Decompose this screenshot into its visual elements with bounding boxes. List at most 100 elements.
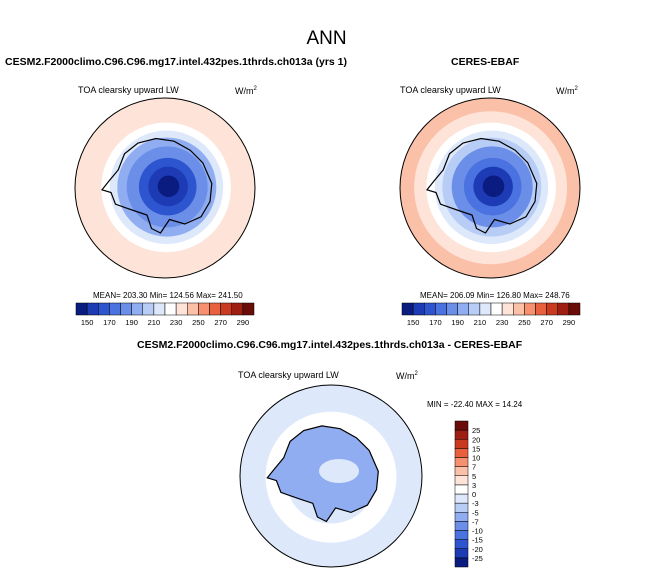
panel2-variable: TOA clearsky upward LW	[400, 85, 501, 95]
colorbar-tick-label: 270	[214, 318, 227, 327]
colorbar-tick-label: 230	[496, 318, 509, 327]
colorbar-box-6	[454, 502, 469, 513]
panel2-map	[400, 98, 580, 278]
colorbar-box-7	[454, 493, 469, 504]
panel3-variable: TOA clearsky upward LW	[238, 370, 339, 380]
colorbar-box-8	[490, 302, 503, 316]
colorbar-box-5	[454, 512, 469, 522]
colorbar-tick-label: 290	[563, 318, 576, 327]
panel1-title: CESM2.F2000climo.C96.C96.mg17.intel.432p…	[5, 56, 347, 68]
colorbar-box-14	[557, 302, 570, 316]
colorbar-tick-label: 0	[472, 490, 476, 499]
continent-field-light	[319, 459, 359, 483]
panel2-stats: MEAN= 206.09 Min= 126.80 Max= 248.76	[420, 291, 570, 300]
colorbar-tick-label: 170	[103, 318, 116, 327]
colorbar-tick-label: -7	[472, 517, 479, 526]
colorbar-tick-label: 230	[170, 318, 183, 327]
colorbar-box-15	[242, 302, 255, 316]
colorbar-box-13	[546, 302, 558, 316]
colorbar-tick-label: 170	[429, 318, 442, 327]
panel1-stats: MEAN= 203.30 Min= 124.56 Max= 241.50	[93, 291, 243, 300]
colorbar-box-9	[175, 302, 188, 316]
panel2-colorbar: 150 170 190 210 230 250 270 290	[401, 302, 581, 327]
panel1-units: W/m2	[235, 86, 257, 96]
colorbar-box-12	[209, 302, 221, 316]
panel2-map-border	[399, 97, 581, 279]
panel2-units: W/m2	[556, 86, 578, 96]
colorbar-tick-label: 3	[472, 481, 476, 490]
colorbar-box-14	[231, 302, 244, 316]
colorbar-box-10	[187, 302, 199, 316]
colorbar-tick-label: 210	[148, 318, 161, 327]
colorbar-tick-label: 150	[81, 318, 94, 327]
colorbar-box-15	[568, 302, 581, 316]
colorbar-box-1	[86, 302, 99, 316]
colorbar-tick-label: 10	[472, 454, 480, 463]
colorbar-box-5	[131, 302, 143, 316]
antarctica-coastline	[100, 137, 213, 234]
colorbar-tick-label: -25	[472, 554, 483, 563]
panel3-map-border	[239, 384, 423, 568]
colorbar-box-2	[454, 539, 469, 549]
colorbar-tick-label: 150	[407, 318, 420, 327]
colorbar-box-9	[454, 475, 469, 486]
colorbar-box-9	[501, 302, 514, 316]
colorbar-box-13	[220, 302, 232, 316]
colorbar-tick-label: 250	[518, 318, 531, 327]
panel1-map	[75, 98, 255, 278]
colorbar-box-12	[454, 448, 469, 458]
colorbar-tick-label: -3	[472, 499, 479, 508]
colorbar-box-2	[424, 302, 436, 316]
colorbar-box-8	[454, 484, 469, 495]
colorbar-box-14	[454, 429, 469, 440]
colorbar-tick-label: 190	[451, 318, 464, 327]
panel1-variable: TOA clearsky upward LW	[78, 85, 179, 95]
colorbar-box-11	[524, 302, 536, 316]
season-title: ANN	[306, 28, 347, 49]
colorbar-box-10	[454, 466, 469, 476]
colorbar-box-2	[98, 302, 110, 316]
panel1-colorbar: 150 170 190 210 230 250 270 290	[75, 302, 255, 327]
colorbar-tick-label: 270	[540, 318, 553, 327]
colorbar-tick-label: 210	[474, 318, 487, 327]
colorbar-box-0	[75, 302, 88, 316]
colorbar-tick-label: 7	[472, 463, 476, 472]
colorbar-box-8	[164, 302, 177, 316]
colorbar-tick-label: 20	[472, 435, 480, 444]
colorbar-tick-label: 250	[192, 318, 205, 327]
colorbar-tick-label: -10	[472, 527, 483, 536]
panel1-map-border	[74, 97, 256, 279]
colorbar-tick-label: -20	[472, 545, 483, 554]
colorbar-tick-label: 15	[472, 444, 480, 453]
colorbar-box-11	[198, 302, 210, 316]
colorbar-box-4	[120, 302, 132, 316]
antarctica-coastline	[425, 137, 538, 234]
field-band-8	[157, 175, 180, 198]
antarctica-coastline	[266, 425, 379, 523]
colorbar-box-6	[142, 302, 155, 316]
panel3-stats: MIN = -22.40 MAX = 14.24	[427, 400, 523, 409]
field-band-8	[482, 175, 505, 198]
colorbar-box-7	[153, 302, 166, 316]
colorbar-box-1	[412, 302, 425, 316]
colorbar-box-13	[454, 439, 469, 449]
colorbar-box-3	[109, 302, 121, 316]
colorbar-box-4	[446, 302, 458, 316]
colorbar-tick-label: 5	[472, 472, 476, 481]
colorbar-box-5	[457, 302, 469, 316]
colorbar-box-15	[454, 420, 469, 431]
colorbar-box-12	[535, 302, 547, 316]
colorbar-box-3	[454, 530, 469, 540]
colorbar-tick-label: 290	[237, 318, 250, 327]
colorbar-tick-label: 190	[125, 318, 138, 327]
colorbar-box-0	[401, 302, 414, 316]
colorbar-tick-label: -5	[472, 508, 479, 517]
panel3-units: W/m2	[396, 371, 418, 381]
colorbar-box-1	[454, 548, 469, 559]
colorbar-tick-label: 25	[472, 426, 480, 435]
panel3-map	[240, 385, 422, 567]
colorbar-box-4	[454, 521, 469, 531]
colorbar-box-3	[435, 302, 447, 316]
